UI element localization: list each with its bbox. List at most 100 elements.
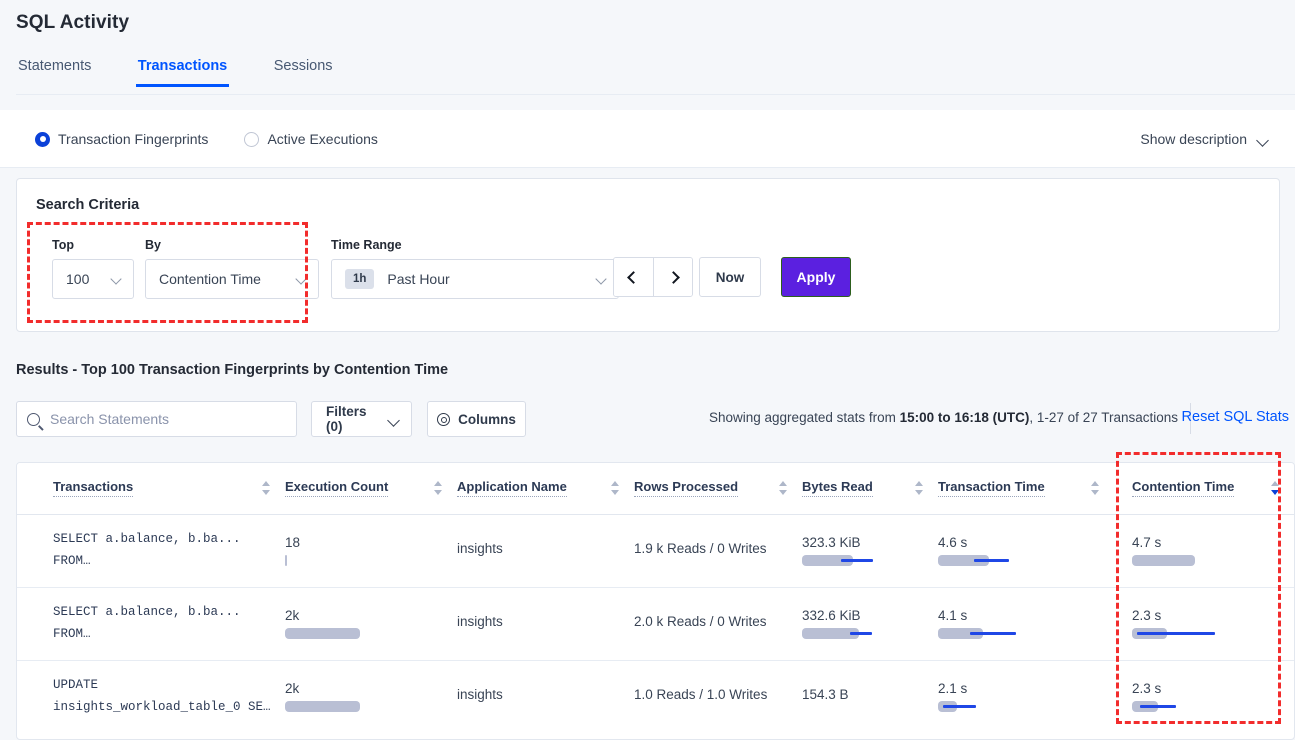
transaction-time-value: 2.1 s [938,681,968,697]
radio-unselected-icon [244,131,260,147]
transaction-time-bar [938,555,989,566]
search-statements-input[interactable] [50,411,286,427]
filters-button[interactable]: Filters (0) [311,401,412,437]
bytes-read-value: 154.3 B [802,686,849,702]
time-range-value: Past Hour [387,271,450,287]
column-label-transactions: Transactions [53,479,134,498]
chevron-down-icon [389,416,397,422]
tab-sessions[interactable]: Sessions [273,58,333,74]
show-description-toggle[interactable]: Show description [1140,110,1269,168]
cell-rows-processed: 2.0 k Reads / 0 Writes [634,587,802,661]
transaction-time-mean-line [973,559,1010,562]
tab-transactions[interactable]: Transactions [135,58,230,87]
sort-toggle-contention-time[interactable] [1271,480,1280,496]
cell-contention-time: 4.7 s [1114,514,1294,588]
results-title: Results - Top 100 Transaction Fingerprin… [16,362,449,378]
rows-processed-value: 1.9 k Reads / 0 Writes [634,540,767,556]
view-toggle-band: Transaction Fingerprints Active Executio… [0,110,1295,168]
column-label-application-name: Application Name [457,479,567,498]
cell-transaction-sql[interactable]: SELECT a.balance, b.ba... FROM… [17,587,285,661]
cell-transaction-time: 4.1 s [938,587,1114,661]
cell-execution-count: 18 [285,514,457,588]
column-header-contention-time[interactable]: Contention Time [1114,463,1294,515]
radio-active-executions[interactable]: Active Executions [244,131,378,147]
execution-count-value: 18 [285,535,301,550]
column-header-bytes-read[interactable]: Bytes Read [802,463,938,515]
showing-range: 15:00 to 16:18 (UTC) [899,410,1030,425]
sort-toggle-rows-processed[interactable] [779,480,788,496]
tab-statements[interactable]: Statements [18,58,92,74]
cell-transaction-sql[interactable]: UPDATE insights_workload_table_0 SE… [17,660,285,733]
cell-application-name: insights [457,587,634,661]
columns-button-label: Columns [458,411,516,427]
time-range-pill: 1h [345,269,375,289]
showing-stats-text: Showing aggregated stats from 15:00 to 1… [709,410,1178,425]
column-header-application-name[interactable]: Application Name [457,463,634,515]
sql-line-1: UPDATE [53,678,99,693]
transaction-time-mean-line [943,705,976,709]
chevron-down-icon [1258,136,1269,143]
apply-button[interactable]: Apply [781,257,851,297]
column-label-execution-count: Execution Count [285,479,389,498]
time-range-label: Time Range [331,238,402,252]
filters-button-label: Filters (0) [326,404,367,434]
column-label-rows-processed: Rows Processed [634,479,739,498]
search-statements-input-wrap[interactable] [16,401,297,437]
columns-button[interactable]: Columns [427,401,526,437]
transactions-table: Transactions Execution Count Application… [17,463,1294,733]
table-row[interactable]: UPDATE insights_workload_table_0 SE… 2k … [17,660,1294,733]
time-prev-button[interactable] [614,258,653,296]
application-name-value: insights [457,540,503,556]
column-header-transactions[interactable]: Transactions [17,463,285,515]
contention-time-value: 2.3 s [1132,681,1162,697]
contention-time-mean-line [1139,705,1176,709]
sort-toggle-execution-count[interactable] [434,480,443,496]
chevron-down-icon [597,276,608,283]
rows-processed-value: 1.0 Reads / 1.0 Writes [634,686,768,702]
chevron-down-icon [112,276,123,283]
rows-processed-value: 2.0 k Reads / 0 Writes [634,613,767,629]
sort-toggle-application-name[interactable] [611,480,620,496]
top-select[interactable]: 100 [52,259,134,299]
cell-bytes-read: 332.6 KiB [802,587,938,661]
column-header-transaction-time[interactable]: Transaction Time [938,463,1114,515]
now-button[interactable]: Now [699,257,761,297]
contention-time-bar [1132,555,1195,566]
radio-selected-icon [35,131,50,147]
table-row[interactable]: SELECT a.balance, b.ba... FROM… 2k insig… [17,587,1294,661]
sql-line-2: FROM… [53,553,91,568]
reset-sql-stats-link[interactable]: Reset SQL Stats [1181,409,1289,425]
sql-line-2: FROM… [53,626,91,641]
column-header-rows-processed[interactable]: Rows Processed [634,463,802,515]
transaction-time-value: 4.6 s [938,535,968,550]
column-header-execution-count[interactable]: Execution Count [285,463,457,515]
toolbar-divider [1190,403,1191,434]
column-label-bytes-read: Bytes Read [802,479,873,498]
execution-count-bar [285,701,360,713]
table-header-row: Transactions Execution Count Application… [17,463,1294,515]
execution-count-bar [285,555,287,566]
execution-count-value: 2k [285,608,300,623]
time-range-select[interactable]: 1h Past Hour [331,259,619,299]
cell-application-name: insights [457,660,634,733]
table-row[interactable]: SELECT a.balance, b.ba... FROM… 18 insig… [17,514,1294,588]
execution-count-bar [285,628,360,639]
sort-toggle-transaction-time[interactable] [1091,480,1100,496]
cell-transaction-sql[interactable]: SELECT a.balance, b.ba... FROM… [17,514,285,588]
by-value: Contention Time [159,271,261,287]
execution-count-value: 2k [285,681,300,697]
contention-time-mean-line [1136,632,1215,635]
transactions-table-card: Transactions Execution Count Application… [16,462,1295,740]
by-select[interactable]: Contention Time [145,259,319,299]
bytes-read-value: 323.3 KiB [802,535,861,550]
top-label: Top [52,238,74,252]
cell-transaction-time: 4.6 s [938,514,1114,588]
showing-prefix: Showing aggregated stats from [709,410,900,425]
sort-toggle-transactions[interactable] [262,480,271,496]
sql-line-1: SELECT a.balance, b.ba... [53,605,241,619]
sort-toggle-bytes-read[interactable] [915,480,924,496]
chevron-down-icon [297,276,308,283]
top-value: 100 [66,271,90,287]
radio-transaction-fingerprints[interactable]: Transaction Fingerprints [35,131,208,147]
time-next-button[interactable] [653,258,692,296]
